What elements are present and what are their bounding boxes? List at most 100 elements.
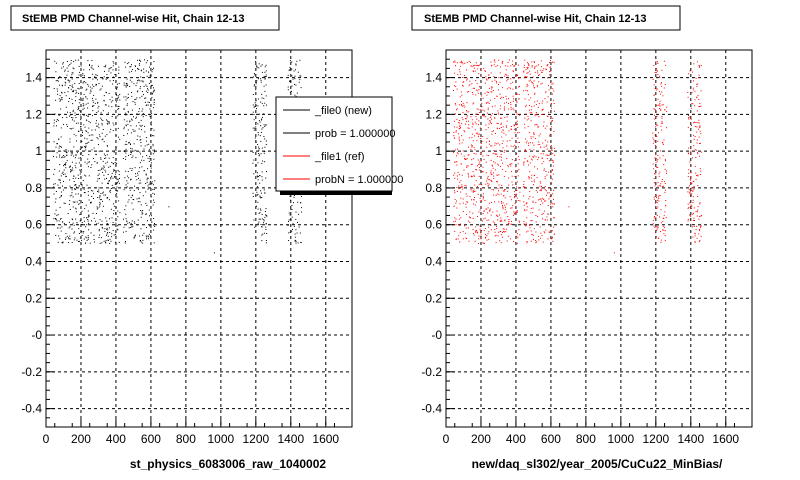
data-point [98, 134, 100, 136]
data-point [98, 65, 99, 67]
data-point [531, 81, 532, 83]
data-point [122, 158, 124, 159]
data-point [152, 69, 154, 71]
data-point [464, 131, 466, 133]
data-point [471, 190, 473, 192]
data-point [453, 205, 455, 207]
data-point [532, 83, 534, 85]
data-point [687, 191, 689, 193]
data-point [146, 181, 148, 183]
data-point [551, 147, 553, 149]
data-point [128, 154, 129, 156]
data-point [261, 213, 263, 215]
data-point [506, 98, 507, 100]
data-point [654, 72, 656, 73]
data-point [130, 197, 132, 198]
data-point [507, 62, 509, 63]
data-point [113, 151, 115, 153]
data-point [534, 124, 536, 126]
data-point [75, 89, 77, 91]
data-point [148, 236, 150, 238]
data-point [542, 218, 543, 220]
data-point [255, 121, 257, 123]
data-point [60, 97, 62, 99]
data-point [533, 85, 535, 87]
data-point [496, 214, 498, 216]
data-point [153, 158, 155, 160]
data-point [487, 178, 489, 180]
data-point [75, 96, 77, 98]
data-point [689, 179, 691, 181]
data-point [91, 129, 93, 131]
data-point [513, 77, 515, 79]
data-point [479, 209, 481, 211]
data-point [123, 189, 125, 191]
data-point [661, 117, 663, 119]
data-point [72, 87, 74, 89]
data-point [66, 116, 68, 118]
x-tick-label: 0 [443, 432, 450, 446]
data-point [83, 81, 85, 83]
data-point [142, 113, 144, 115]
data-point [482, 109, 484, 111]
data-point [134, 185, 135, 187]
data-point [139, 179, 141, 181]
data-point [99, 201, 101, 203]
data-point [125, 96, 127, 98]
data-point [470, 164, 472, 166]
data-point [694, 233, 696, 235]
data-point [475, 226, 477, 228]
data-point [693, 63, 695, 65]
data-point [458, 122, 460, 124]
y-tick-label: 0.4 [25, 254, 42, 268]
data-point [511, 163, 513, 165]
data-point [697, 152, 698, 154]
data-point [81, 140, 83, 142]
data-point [111, 172, 113, 174]
data-point [662, 141, 663, 143]
data-point [496, 143, 498, 145]
data-point [141, 91, 143, 92]
data-point [53, 88, 55, 89]
data-point [87, 220, 89, 222]
data-point [543, 210, 545, 212]
data-point [68, 227, 70, 229]
data-point [526, 217, 528, 219]
data-point [491, 174, 493, 176]
data-point [87, 187, 89, 189]
data-point [263, 220, 265, 222]
data-point [126, 186, 128, 188]
data-point [502, 190, 504, 192]
data-point [478, 166, 480, 168]
data-point [453, 85, 455, 87]
data-point [145, 213, 147, 215]
data-point [88, 175, 90, 177]
data-point [533, 228, 535, 230]
data-point [514, 65, 516, 67]
data-point [99, 199, 101, 201]
data-point [111, 96, 113, 98]
data-point [105, 171, 107, 173]
data-point [80, 152, 82, 154]
data-point [491, 164, 493, 166]
data-point [131, 69, 133, 70]
data-point [526, 209, 528, 211]
data-point [536, 65, 538, 67]
data-point [530, 220, 532, 222]
data-point [265, 70, 267, 72]
data-point [153, 67, 154, 69]
data-point [655, 104, 657, 106]
data-point [254, 102, 256, 104]
data-point [105, 64, 107, 66]
data-point [145, 213, 147, 215]
data-point [463, 169, 465, 171]
data-point [107, 240, 109, 241]
data-point [103, 165, 105, 167]
data-point [150, 124, 152, 126]
data-point [544, 186, 546, 188]
data-point [91, 65, 93, 67]
data-point [136, 198, 138, 200]
data-point [146, 140, 147, 142]
data-point [665, 64, 667, 66]
